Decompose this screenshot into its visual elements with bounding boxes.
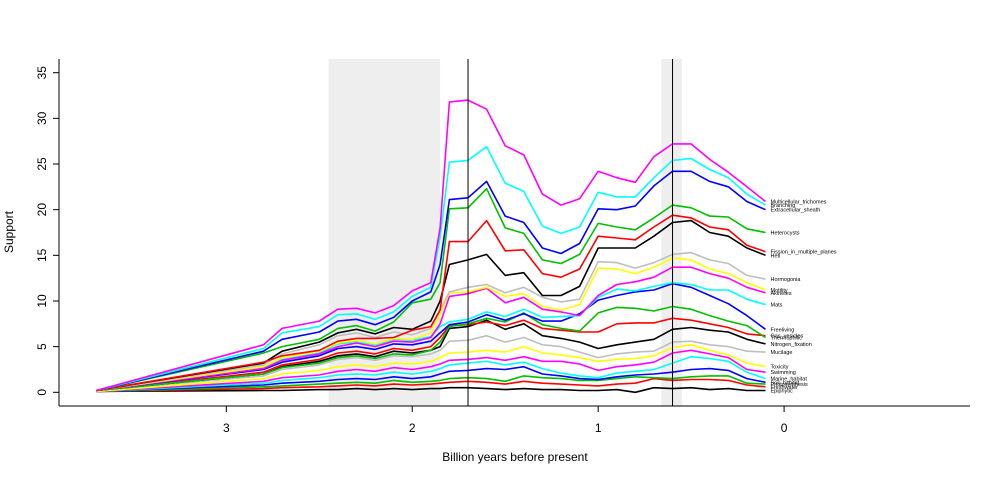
series-label: Multicellular_trichomes — [770, 199, 826, 205]
series-label: Thermophilic — [770, 336, 802, 342]
x-axis-title: Billion years before present — [442, 450, 588, 464]
series-line-multicellular-trichomes — [95, 99, 766, 392]
series-line-epiphytic — [96, 386, 766, 394]
series-line-motility — [96, 257, 766, 392]
series-line-soil-habitat — [96, 365, 766, 393]
series-line-akinetes — [96, 266, 766, 392]
series-label: Hetl — [770, 253, 780, 259]
x-tick-label: 3 — [223, 421, 230, 435]
series-label: Akinetes — [770, 291, 791, 297]
series-label: Toxicity — [770, 365, 788, 371]
series-line-marine-habitat — [96, 355, 766, 393]
series-line-hetl — [96, 219, 766, 392]
series-line-gas-vesicles — [96, 317, 766, 392]
series-line-swimming — [96, 349, 766, 393]
y-tick-label: 20 — [35, 203, 49, 217]
series-line-toxicity — [96, 343, 766, 393]
series-label: Photosynthesis — [770, 382, 808, 388]
y-tick-label: 0 — [35, 389, 49, 396]
series-line-mats — [96, 281, 766, 392]
series-labels: Multicellular_trichomesBranchingExtracel… — [770, 199, 836, 394]
series-label: Soil_habitat — [770, 380, 799, 386]
x-tick-label: 2 — [409, 421, 416, 435]
series-line-thermophilic — [96, 305, 766, 392]
y-tick-label: 25 — [35, 157, 49, 171]
y-tick-label: 15 — [35, 248, 49, 262]
x-tick-label: 0 — [781, 421, 788, 435]
series-line-fission-in-multiple-planes — [96, 214, 766, 392]
series-line-freeliving — [96, 282, 766, 392]
y-tick-label: 10 — [35, 294, 49, 308]
x-tick-label: 1 — [595, 421, 602, 435]
series-label: Branching — [770, 203, 795, 209]
series-label: Nitrogen_fixation — [770, 342, 811, 348]
y-tick-label: 30 — [35, 111, 49, 125]
series-label: Heterocysts — [770, 231, 799, 237]
series-line-branching — [96, 145, 766, 392]
series-line-mucilage — [96, 334, 766, 392]
series-label: Epiphytic — [770, 388, 793, 394]
series-lines — [95, 99, 766, 394]
series-label: Extracellular_sheath — [770, 208, 820, 214]
series-label: Mucilage — [770, 350, 792, 356]
series-line-heterocysts — [96, 187, 766, 392]
y-tick-label: 35 — [35, 66, 49, 80]
series-line-extracellular-sheath — [96, 170, 766, 392]
series-label: Hormogonia — [770, 277, 801, 283]
series-label: Freeliving — [770, 327, 794, 333]
series-label: Marine_habitat — [770, 377, 807, 383]
series-line-photosynthesis — [96, 375, 766, 393]
series-line-nitrogen-fixation — [96, 319, 766, 392]
shaded-intervals — [328, 59, 682, 406]
series-label: Freshwater — [770, 385, 798, 391]
series-label: Mats — [770, 303, 782, 309]
y-tick-label: 5 — [35, 343, 49, 350]
series-label: Motility — [770, 288, 787, 294]
series-line-hormogonia — [96, 251, 766, 392]
vertical-markers — [467, 59, 674, 406]
series-label: Swimming — [770, 370, 795, 376]
series-line-freshwater — [96, 377, 766, 393]
series-label: Fission_in_multiple_planes — [770, 250, 836, 256]
series-label: Gas_vesicles — [770, 334, 803, 340]
y-axis-title: Support — [2, 210, 16, 253]
